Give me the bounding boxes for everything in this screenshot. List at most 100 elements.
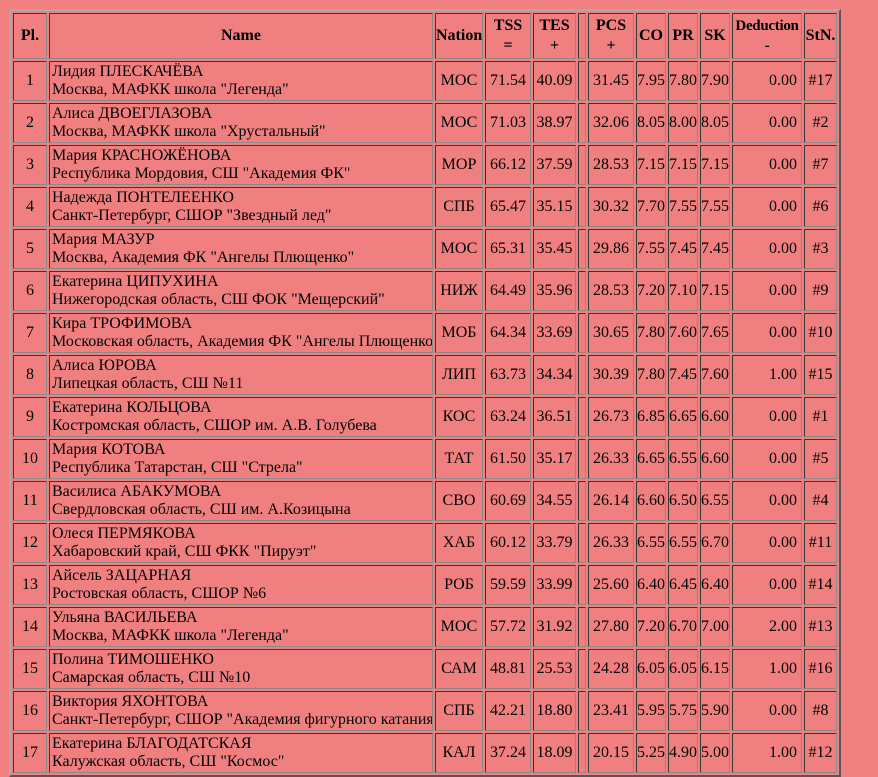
pcs-cell: 25.60 <box>588 565 634 605</box>
skater-club: Республика Татарстан, СШ "Стрела" <box>52 459 303 476</box>
table-row: 12 Олеся ПЕРМЯКОВА Хабаровский край, СШ ФК… <box>13 523 837 563</box>
spacer-cell <box>578 523 586 563</box>
table-row: 8 Алиса ЮРОВА Липецкая область, СШ №11 ЛИП 6… <box>13 355 837 395</box>
col-header-tss-line2: = <box>503 37 513 54</box>
sk-cell: 7.15 <box>700 271 730 311</box>
place-cell: 6 <box>13 271 47 311</box>
deduction-cell: 0.00 <box>732 439 802 479</box>
pcs-cell: 30.65 <box>588 313 634 353</box>
col-header-spacer <box>578 13 586 59</box>
skater-name: Ульяна ВАСИЛЬЕВА <box>52 609 198 626</box>
co-cell: 6.60 <box>636 481 666 521</box>
spacer-cell <box>578 565 586 605</box>
nation-cell: СПБ <box>435 187 483 227</box>
tss-cell: 66.12 <box>485 145 531 185</box>
col-header-nation: Nation <box>435 13 483 59</box>
place-cell: 10 <box>13 439 47 479</box>
tes-cell: 18.80 <box>533 691 576 731</box>
tss-cell: 61.50 <box>485 439 531 479</box>
nation-cell: РОБ <box>435 565 483 605</box>
tes-cell: 33.69 <box>533 313 576 353</box>
place-cell: 9 <box>13 397 47 437</box>
sk-cell: 8.05 <box>700 103 730 143</box>
spacer-cell <box>578 439 586 479</box>
tss-cell: 63.24 <box>485 397 531 437</box>
co-cell: 6.05 <box>636 649 666 689</box>
start-number-cell: #8 <box>804 691 837 731</box>
start-number-cell: #5 <box>804 439 837 479</box>
start-number-cell: #10 <box>804 313 837 353</box>
tss-cell: 71.54 <box>485 61 531 101</box>
skater-cell: Екатерина ЦИПУХИНА Нижегородская область,… <box>49 271 433 311</box>
spacer-cell <box>578 229 586 269</box>
deduction-cell: 2.00 <box>732 607 802 647</box>
skater-club: Москва, МАФКК школа "Легенда" <box>52 81 289 98</box>
spacer-cell <box>578 607 586 647</box>
deduction-cell: 0.00 <box>732 145 802 185</box>
tes-cell: 25.53 <box>533 649 576 689</box>
pr-cell: 6.50 <box>668 481 698 521</box>
pcs-cell: 23.41 <box>588 691 634 731</box>
col-header-pcs: PCS + <box>588 13 634 59</box>
skater-cell: Екатерина КОЛЬЦОВА Костромская область, С… <box>49 397 433 437</box>
tss-cell: 37.24 <box>485 733 531 773</box>
skater-name: Екатерина БЛАГОДАТСКАЯ <box>52 735 252 752</box>
col-header-tes: TES + <box>533 13 576 59</box>
table-row: 11 Василиса АБАКУМОВА Свердловская область… <box>13 481 837 521</box>
tes-cell: 35.96 <box>533 271 576 311</box>
place-cell: 11 <box>13 481 47 521</box>
nation-cell: МОС <box>435 103 483 143</box>
pcs-cell: 29.86 <box>588 229 634 269</box>
tes-cell: 18.09 <box>533 733 576 773</box>
deduction-cell: 0.00 <box>732 271 802 311</box>
start-number-cell: #3 <box>804 229 837 269</box>
col-header-place: Pl. <box>13 13 47 59</box>
nation-cell: МОС <box>435 229 483 269</box>
nation-cell: ЛИП <box>435 355 483 395</box>
pr-cell: 7.45 <box>668 229 698 269</box>
tes-cell: 33.79 <box>533 523 576 563</box>
skater-cell: Василиса АБАКУМОВА Свердловская область, … <box>49 481 433 521</box>
start-number-cell: #15 <box>804 355 837 395</box>
place-cell: 1 <box>13 61 47 101</box>
place-cell: 3 <box>13 145 47 185</box>
deduction-cell: 0.00 <box>732 691 802 731</box>
nation-cell: НИЖ <box>435 271 483 311</box>
co-cell: 7.95 <box>636 61 666 101</box>
start-number-cell: #9 <box>804 271 837 311</box>
col-header-pcs-line2: + <box>606 37 616 54</box>
table-row: 7 Кира ТРОФИМОВА Московская область, Акаде… <box>13 313 837 353</box>
start-number-cell: #16 <box>804 649 837 689</box>
start-number-cell: #11 <box>804 523 837 563</box>
tss-cell: 60.12 <box>485 523 531 563</box>
tss-cell: 57.72 <box>485 607 531 647</box>
skater-cell: Ульяна ВАСИЛЬЕВА Москва, МАФКК школа "Лег… <box>49 607 433 647</box>
skater-name: Мария КОТОВА <box>52 441 166 458</box>
start-number-cell: #12 <box>804 733 837 773</box>
start-number-cell: #4 <box>804 481 837 521</box>
deduction-cell: 0.00 <box>732 397 802 437</box>
tes-cell: 37.59 <box>533 145 576 185</box>
start-number-cell: #2 <box>804 103 837 143</box>
start-number-cell: #7 <box>804 145 837 185</box>
tss-cell: 48.81 <box>485 649 531 689</box>
spacer-cell <box>578 397 586 437</box>
spacer-cell <box>578 733 586 773</box>
pcs-cell: 20.15 <box>588 733 634 773</box>
tss-cell: 63.73 <box>485 355 531 395</box>
co-cell: 7.15 <box>636 145 666 185</box>
col-header-tss-line1: TSS <box>493 17 523 34</box>
co-cell: 7.70 <box>636 187 666 227</box>
tss-cell: 71.03 <box>485 103 531 143</box>
skater-name: Василиса АБАКУМОВА <box>52 483 222 500</box>
deduction-cell: 1.00 <box>732 355 802 395</box>
co-cell: 6.85 <box>636 397 666 437</box>
sk-cell: 6.60 <box>700 397 730 437</box>
table-row: 15 Полина ТИМОШЕНКО Самарская область, СШ … <box>13 649 837 689</box>
spacer-cell <box>578 691 586 731</box>
place-cell: 13 <box>13 565 47 605</box>
pr-cell: 7.15 <box>668 145 698 185</box>
skater-name: Алиса ЮРОВА <box>52 357 157 374</box>
co-cell: 8.05 <box>636 103 666 143</box>
col-header-tes-line2: + <box>549 37 560 54</box>
